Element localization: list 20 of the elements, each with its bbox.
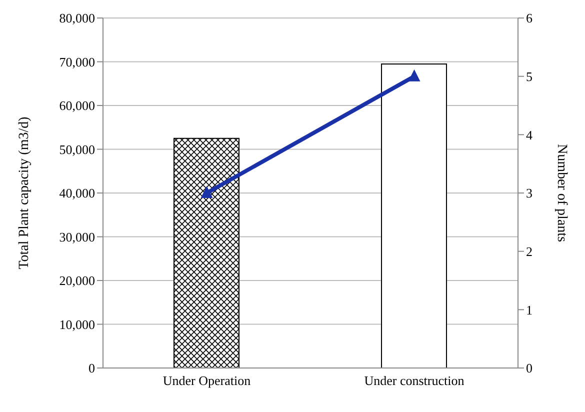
y2-tick-label: 6 [526,10,533,26]
y-tick-label: 40,000 [59,186,95,201]
y2-tick-label: 5 [526,68,532,84]
y-tick-label: 80,000 [59,10,95,26]
y-tick-label: 10,000 [59,316,95,332]
x-tick-label: Under Operation [162,373,252,388]
x-tick-label: Under construction [364,373,465,388]
y-tick-label: 0 [88,360,95,376]
y2-tick-label: 0 [526,360,532,376]
y-axis-title: Total Plant capacity (m3/d) [16,116,32,270]
y2-axis-title: Number of plants [554,144,570,242]
y-tick-label: 50,000 [59,142,95,157]
y-tick-label: 30,000 [59,229,95,244]
y-tick-label: 60,000 [59,98,95,114]
y-tick-label: 20,000 [59,273,95,288]
y2-tick-label: 2 [526,244,532,259]
y2-tick-label: 4 [526,127,533,142]
y2-tick-label: 1 [526,302,532,318]
y-tick-label: 70,000 [59,54,95,70]
y2-tick-label: 3 [526,186,532,201]
